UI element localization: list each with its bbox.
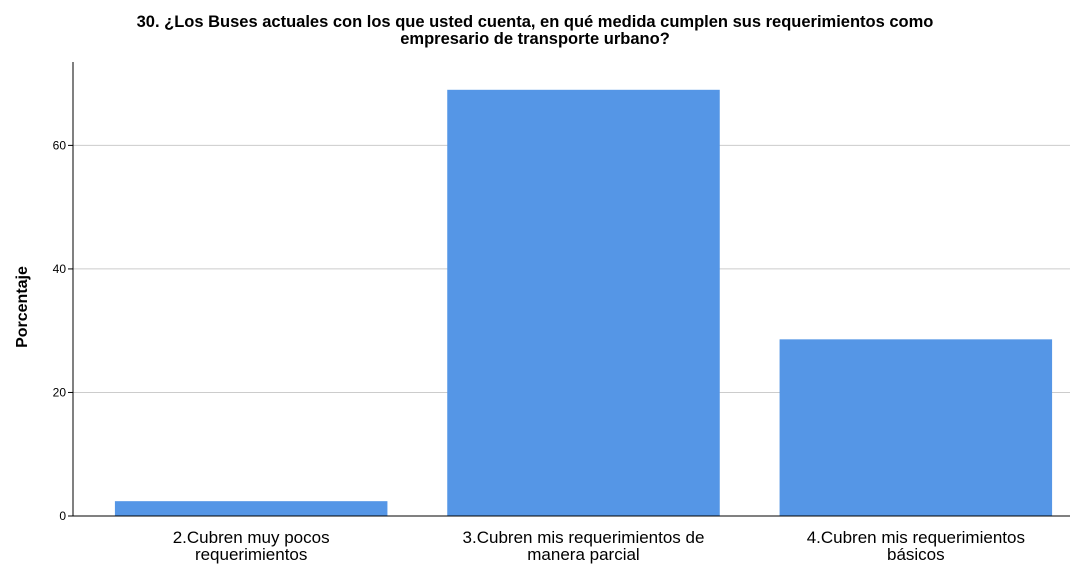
y-tick-labels: 0 20 40 60 <box>53 138 73 523</box>
chart-title-line-1: 30. ¿Los Buses actuales con los que uste… <box>136 13 934 31</box>
y-tick-label: 0 <box>59 509 66 523</box>
chart-title-line-2: empresario de transporte urbano? <box>400 30 670 48</box>
axes <box>72 62 1070 517</box>
x-category-label: 4.Cubren mis requerimientos básicos <box>807 528 1025 564</box>
y-tick-label: 20 <box>53 385 67 399</box>
x-category-labels: 2.Cubren muy pocos requerimientos 3.Cubren… <box>173 528 1025 564</box>
bar <box>779 339 1053 516</box>
x-category-label-line: manera parcial <box>527 545 639 564</box>
bars <box>114 89 1053 516</box>
chart-title: 30. ¿Los Buses actuales con los que uste… <box>0 14 1070 48</box>
x-category-label-line: básicos <box>887 545 945 564</box>
y-tick-label: 60 <box>53 138 67 152</box>
x-category-label: 2.Cubren muy pocos requerimientos <box>173 528 330 564</box>
y-axis-title: Porcentaje <box>14 266 31 348</box>
x-category-label-line: requerimientos <box>195 545 307 564</box>
x-category-label-line: 2.Cubren muy pocos <box>173 528 330 547</box>
y-tick-label: 40 <box>53 262 67 276</box>
x-category-label-line: 4.Cubren mis requerimientos <box>807 528 1025 547</box>
bar <box>447 89 720 516</box>
bar <box>114 501 388 516</box>
x-category-label: 3.Cubren mis requerimientos de manera par… <box>463 528 705 564</box>
x-category-label-line: 3.Cubren mis requerimientos de <box>463 528 705 547</box>
